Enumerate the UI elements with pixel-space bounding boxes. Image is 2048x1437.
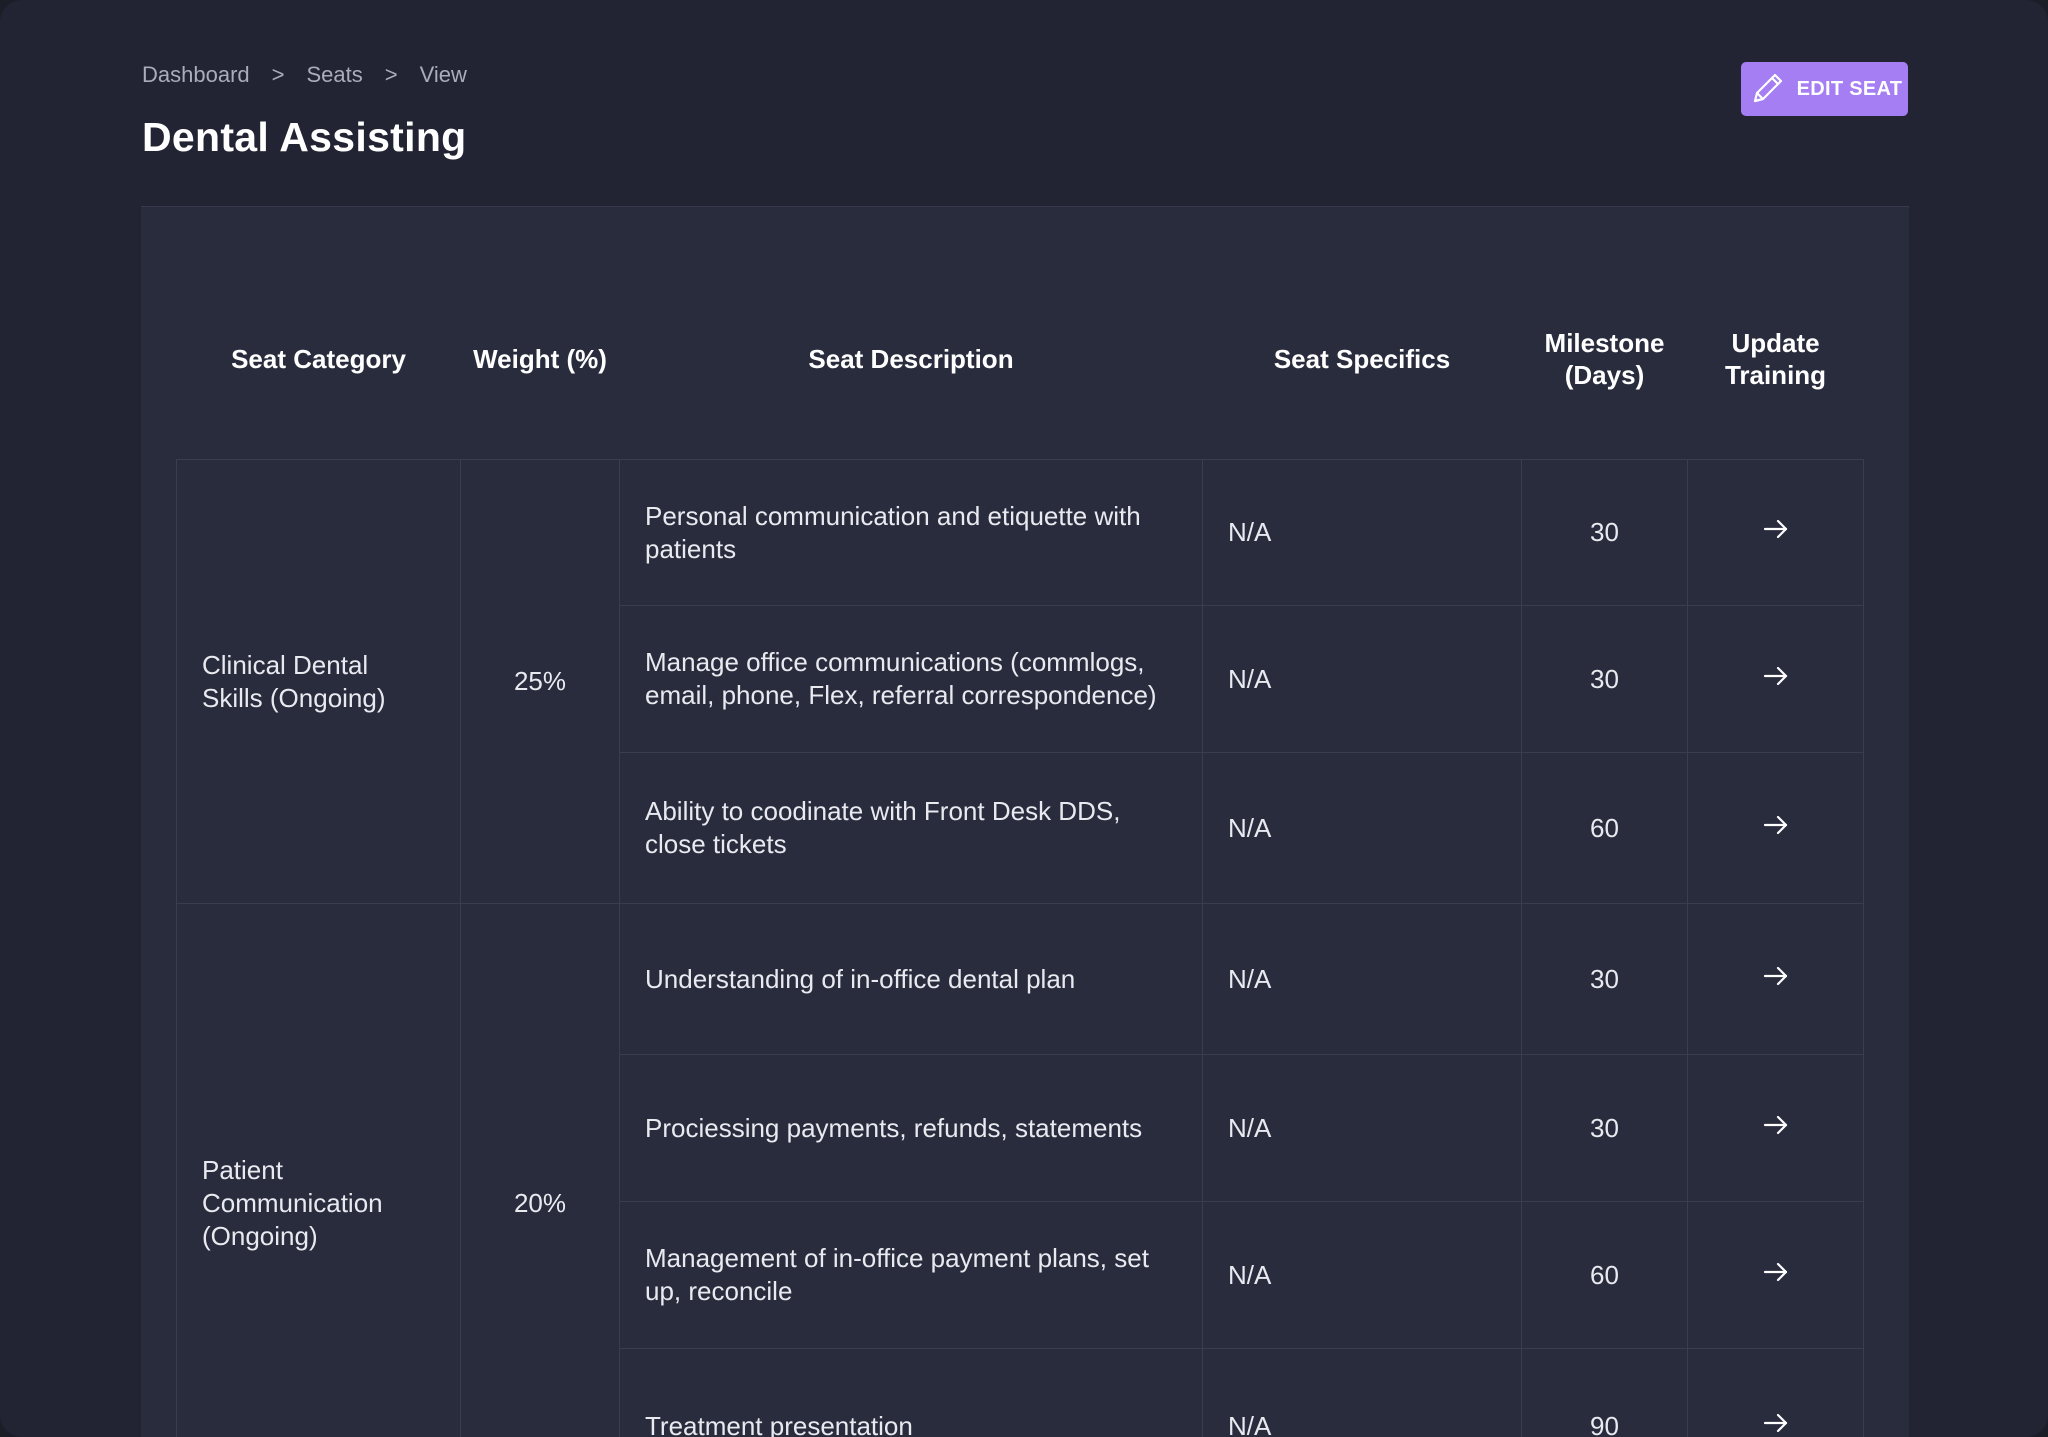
seat-description-cell: Personal communication and etiquette wit… [619, 459, 1203, 606]
breadcrumb-separator: > [384, 62, 398, 87]
arrow-right-icon[interactable] [1762, 813, 1790, 837]
table-row: Management of in-office payment plans, s… [177, 1201, 1864, 1349]
milestone-cell: 60 [1521, 752, 1688, 904]
arrow-right-icon[interactable] [1762, 1113, 1790, 1137]
description-line: email, phone, Flex, referral corresponde… [645, 680, 1157, 710]
seat-specifics-cell: N/A [1202, 1348, 1522, 1437]
description-line: Prociessing payments, refunds, statement… [645, 1112, 1143, 1143]
edit-seat-button[interactable]: EDIT SEAT [1741, 62, 1908, 116]
seat-specifics-cell: N/A [1202, 605, 1522, 753]
arrow-right-icon[interactable] [1762, 964, 1790, 988]
seat-description-cell: Manage office communications (commlogs, e… [619, 605, 1203, 753]
seat-specifics-cell: N/A [1202, 459, 1522, 606]
weight-cell: 20% [460, 903, 620, 1437]
description-line: up, reconcile [645, 1276, 793, 1306]
header-seat-category: Seat Category [231, 344, 406, 374]
seat-specifics-cell: N/A [1202, 1054, 1522, 1202]
seat-category-cell: Patient Communication (Ongoing) [176, 903, 461, 1437]
table-header-row: Seat Category Weight (%) Seat Descriptio… [177, 259, 1864, 460]
breadcrumb: Dashboard > Seats > View [142, 62, 467, 88]
description-line: Manage office communications (commlogs, [645, 647, 1145, 677]
seat-category-cell: Clinical Dental Skills (Ongoing) [176, 459, 461, 904]
description-line: close tickets [645, 829, 787, 859]
milestone-cell: 90 [1521, 1348, 1688, 1437]
update-training-cell [1687, 1348, 1864, 1437]
page-title: Dental Assisting [142, 114, 467, 160]
seat-description-cell: Understanding of in-office dental plan [619, 903, 1203, 1055]
seat-specifics-cell: N/A [1202, 752, 1522, 904]
arrow-right-icon[interactable] [1762, 664, 1790, 688]
milestone-cell: 30 [1521, 903, 1688, 1055]
breadcrumb-separator: > [271, 62, 285, 87]
seat-table-panel: Seat Category Weight (%) Seat Descriptio… [141, 206, 1909, 1437]
arrow-right-icon[interactable] [1762, 517, 1790, 541]
seat-category-line: Communication [202, 1188, 383, 1218]
description-line: patients [645, 533, 737, 564]
milestone-cell: 30 [1521, 605, 1688, 753]
description-line: Personal communication and etiquette wit… [645, 500, 1141, 531]
arrow-right-icon[interactable] [1762, 1411, 1790, 1435]
header-update-training: Update Training [1688, 259, 1864, 460]
update-training-cell [1687, 752, 1864, 904]
weight-cell: 25% [460, 459, 620, 904]
edit-seat-label: EDIT SEAT [1796, 77, 1903, 100]
table-row: Treatment presentation N/A 90 [177, 1348, 1864, 1437]
arrow-right-icon[interactable] [1762, 1260, 1790, 1284]
update-training-cell [1687, 1201, 1864, 1349]
header-milestone-line2: (Days) [1564, 360, 1645, 390]
table-row: Clinical Dental Skills (Ongoing) 25% Pers… [176, 459, 1864, 904]
header-weight: Weight (%) [473, 344, 607, 374]
breadcrumb-view: View [419, 62, 467, 87]
update-training-cell [1687, 459, 1864, 606]
seat-description-cell: Management of in-office payment plans, s… [619, 1201, 1203, 1349]
table-row: Patient Communication (Ongoing) 20% Unders… [176, 903, 1864, 1437]
seat-description-cell: Prociessing payments, refunds, statement… [619, 1054, 1203, 1202]
breadcrumb-dashboard[interactable]: Dashboard [142, 62, 250, 87]
seat-specifics-cell: N/A [1202, 903, 1522, 1055]
seat-category-line: Clinical Dental [202, 649, 369, 680]
description-line: Understanding of in-office dental plan [645, 963, 1076, 994]
milestone-cell: 30 [1521, 459, 1688, 606]
description-line: Ability to coodinate with Front Desk DDS… [645, 796, 1121, 826]
seat-description-cell: Ability to coodinate with Front Desk DDS… [619, 752, 1203, 904]
seat-specifics-cell: N/A [1202, 1201, 1522, 1349]
header-milestone: Milestone (Days) [1522, 259, 1688, 460]
milestone-cell: 30 [1521, 1054, 1688, 1202]
seat-table: Seat Category Weight (%) Seat Descriptio… [176, 259, 1864, 1437]
seat-description-cell: Treatment presentation [619, 1348, 1203, 1437]
update-training-cell [1687, 903, 1864, 1055]
header-update-line1: Update [1731, 328, 1820, 358]
header-update-line2: Training [1724, 360, 1827, 390]
update-training-cell [1687, 605, 1864, 753]
seat-category-line: Skills (Ongoing) [202, 682, 386, 713]
header-seat-specifics: Seat Specifics [1273, 344, 1451, 374]
seat-category-line: Patient [202, 1155, 283, 1185]
milestone-cell: 60 [1521, 1201, 1688, 1349]
header-seat-description: Seat Description [808, 344, 1014, 374]
header-milestone-line1: Milestone [1544, 328, 1665, 358]
table-row: Ability to coodinate with Front Desk DDS… [177, 752, 1864, 904]
table-row: Prociessing payments, refunds, statement… [177, 1054, 1864, 1202]
update-training-cell [1687, 1054, 1864, 1202]
breadcrumb-seats[interactable]: Seats [306, 62, 363, 87]
table-row: Manage office communications (commlogs, e… [177, 605, 1864, 753]
seat-category-line: (Ongoing) [202, 1221, 318, 1251]
description-line: Management of in-office payment plans, s… [645, 1243, 1149, 1273]
pencil-icon [1747, 69, 1787, 109]
description-line: Treatment presentation [645, 1410, 913, 1437]
